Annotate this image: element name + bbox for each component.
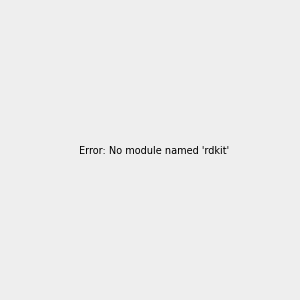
Text: Error: No module named 'rdkit': Error: No module named 'rdkit' (79, 146, 229, 157)
